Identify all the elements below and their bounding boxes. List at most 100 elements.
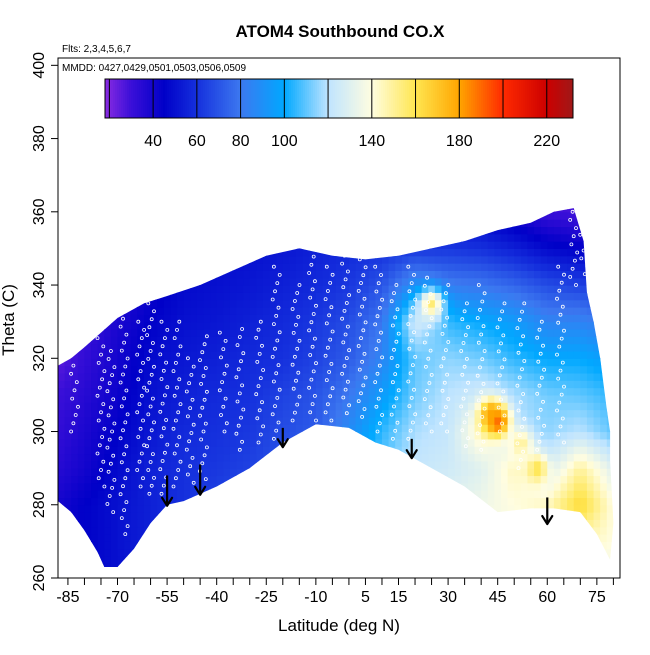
heatmap-cell bbox=[217, 512, 224, 520]
heatmap-cell bbox=[501, 307, 508, 315]
heatmap-cell bbox=[594, 563, 601, 571]
heatmap-cell bbox=[441, 563, 448, 571]
heatmap-cell bbox=[124, 541, 131, 549]
heatmap-cell bbox=[98, 278, 105, 286]
heatmap-cell bbox=[600, 344, 607, 352]
heatmap-cell bbox=[322, 212, 329, 220]
heatmap-cell bbox=[435, 197, 442, 205]
heatmap-cell bbox=[534, 388, 541, 396]
heatmap-cell bbox=[389, 241, 396, 249]
heatmap-cell bbox=[303, 219, 310, 227]
heatmap-cell bbox=[607, 556, 614, 564]
heatmap-cell bbox=[296, 556, 303, 564]
heatmap-cell bbox=[104, 322, 111, 330]
heatmap-cell bbox=[296, 270, 303, 278]
heatmap-cell bbox=[594, 527, 601, 535]
heatmap-cell bbox=[170, 285, 177, 293]
heatmap-cell bbox=[263, 270, 270, 278]
heatmap-cell bbox=[71, 241, 78, 249]
heatmap-cell bbox=[316, 263, 323, 271]
heatmap-cell bbox=[237, 212, 244, 220]
heatmap-cell bbox=[296, 212, 303, 220]
heatmap-cell bbox=[422, 270, 429, 278]
heatmap-cell bbox=[541, 358, 548, 366]
heatmap-cell bbox=[587, 300, 594, 308]
heatmap-cell bbox=[501, 432, 508, 440]
heatmap-cell bbox=[289, 322, 296, 330]
heatmap-cell bbox=[124, 322, 131, 330]
heatmap-cell bbox=[263, 461, 270, 469]
heatmap-cell bbox=[289, 314, 296, 322]
heatmap-cell bbox=[475, 475, 482, 483]
heatmap-cell bbox=[124, 226, 131, 234]
heatmap-cell bbox=[84, 534, 91, 542]
heatmap-cell bbox=[151, 439, 158, 447]
heatmap-cell bbox=[164, 556, 171, 564]
heatmap-cell bbox=[527, 300, 534, 308]
heatmap-cell bbox=[408, 292, 415, 300]
heatmap-cell bbox=[349, 490, 356, 498]
heatmap-cell bbox=[560, 461, 567, 469]
heatmap-cell bbox=[322, 534, 329, 542]
heatmap-cell bbox=[336, 329, 343, 337]
y-tick-label: 320 bbox=[31, 345, 48, 372]
heatmap-cell bbox=[415, 336, 422, 344]
heatmap-cell bbox=[342, 380, 349, 388]
heatmap-cell bbox=[494, 410, 501, 418]
heatmap-cell bbox=[270, 549, 277, 557]
heatmap-cell bbox=[65, 234, 72, 242]
heatmap-cell bbox=[170, 263, 177, 271]
heatmap-cell bbox=[428, 314, 435, 322]
heatmap-cell bbox=[98, 556, 105, 564]
heatmap-cell bbox=[151, 219, 158, 227]
heatmap-cell bbox=[124, 424, 131, 432]
heatmap-cell bbox=[481, 212, 488, 220]
heatmap-cell bbox=[468, 241, 475, 249]
heatmap-cell bbox=[461, 483, 468, 491]
heatmap-cell bbox=[534, 197, 541, 205]
heatmap-cell bbox=[289, 395, 296, 403]
heatmap-cell bbox=[283, 270, 290, 278]
heatmap-cell bbox=[567, 512, 574, 520]
heatmap-cell bbox=[118, 336, 125, 344]
heatmap-cell bbox=[151, 204, 158, 212]
heatmap-cell bbox=[415, 344, 422, 352]
heatmap-cell bbox=[541, 197, 548, 205]
heatmap-cell bbox=[210, 541, 217, 549]
heatmap-cell bbox=[283, 351, 290, 359]
heatmap-cell bbox=[494, 329, 501, 337]
heatmap-cell bbox=[587, 292, 594, 300]
heatmap-cell bbox=[98, 351, 105, 359]
heatmap-cell bbox=[580, 300, 587, 308]
heatmap-cell bbox=[296, 197, 303, 205]
heatmap-cell bbox=[574, 563, 581, 571]
heatmap-cell bbox=[468, 512, 475, 520]
heatmap-cell bbox=[441, 373, 448, 381]
heatmap-cell bbox=[210, 461, 217, 469]
heatmap-cell bbox=[435, 519, 442, 527]
heatmap-cell bbox=[587, 248, 594, 256]
heatmap-cell bbox=[567, 307, 574, 315]
heatmap-cell bbox=[151, 256, 158, 264]
heatmap-cell bbox=[547, 336, 554, 344]
heatmap-cell bbox=[362, 204, 369, 212]
heatmap-cell bbox=[322, 446, 329, 454]
heatmap-cell bbox=[118, 241, 125, 249]
heatmap-cell bbox=[78, 512, 85, 520]
heatmap-cell bbox=[190, 278, 197, 286]
heatmap-cell bbox=[316, 314, 323, 322]
heatmap-cell bbox=[296, 439, 303, 447]
heatmap-cell bbox=[481, 307, 488, 315]
heatmap-cell bbox=[468, 497, 475, 505]
heatmap-cell bbox=[303, 336, 310, 344]
heatmap-cell bbox=[362, 219, 369, 227]
heatmap-cell bbox=[329, 314, 336, 322]
heatmap-cell bbox=[534, 300, 541, 308]
heatmap-cell bbox=[65, 388, 72, 396]
heatmap-cell bbox=[375, 248, 382, 256]
heatmap-cell bbox=[210, 380, 217, 388]
heatmap-cell bbox=[336, 226, 343, 234]
heatmap-cell bbox=[270, 497, 277, 505]
heatmap-cell bbox=[607, 527, 614, 535]
heatmap-cell bbox=[527, 380, 534, 388]
